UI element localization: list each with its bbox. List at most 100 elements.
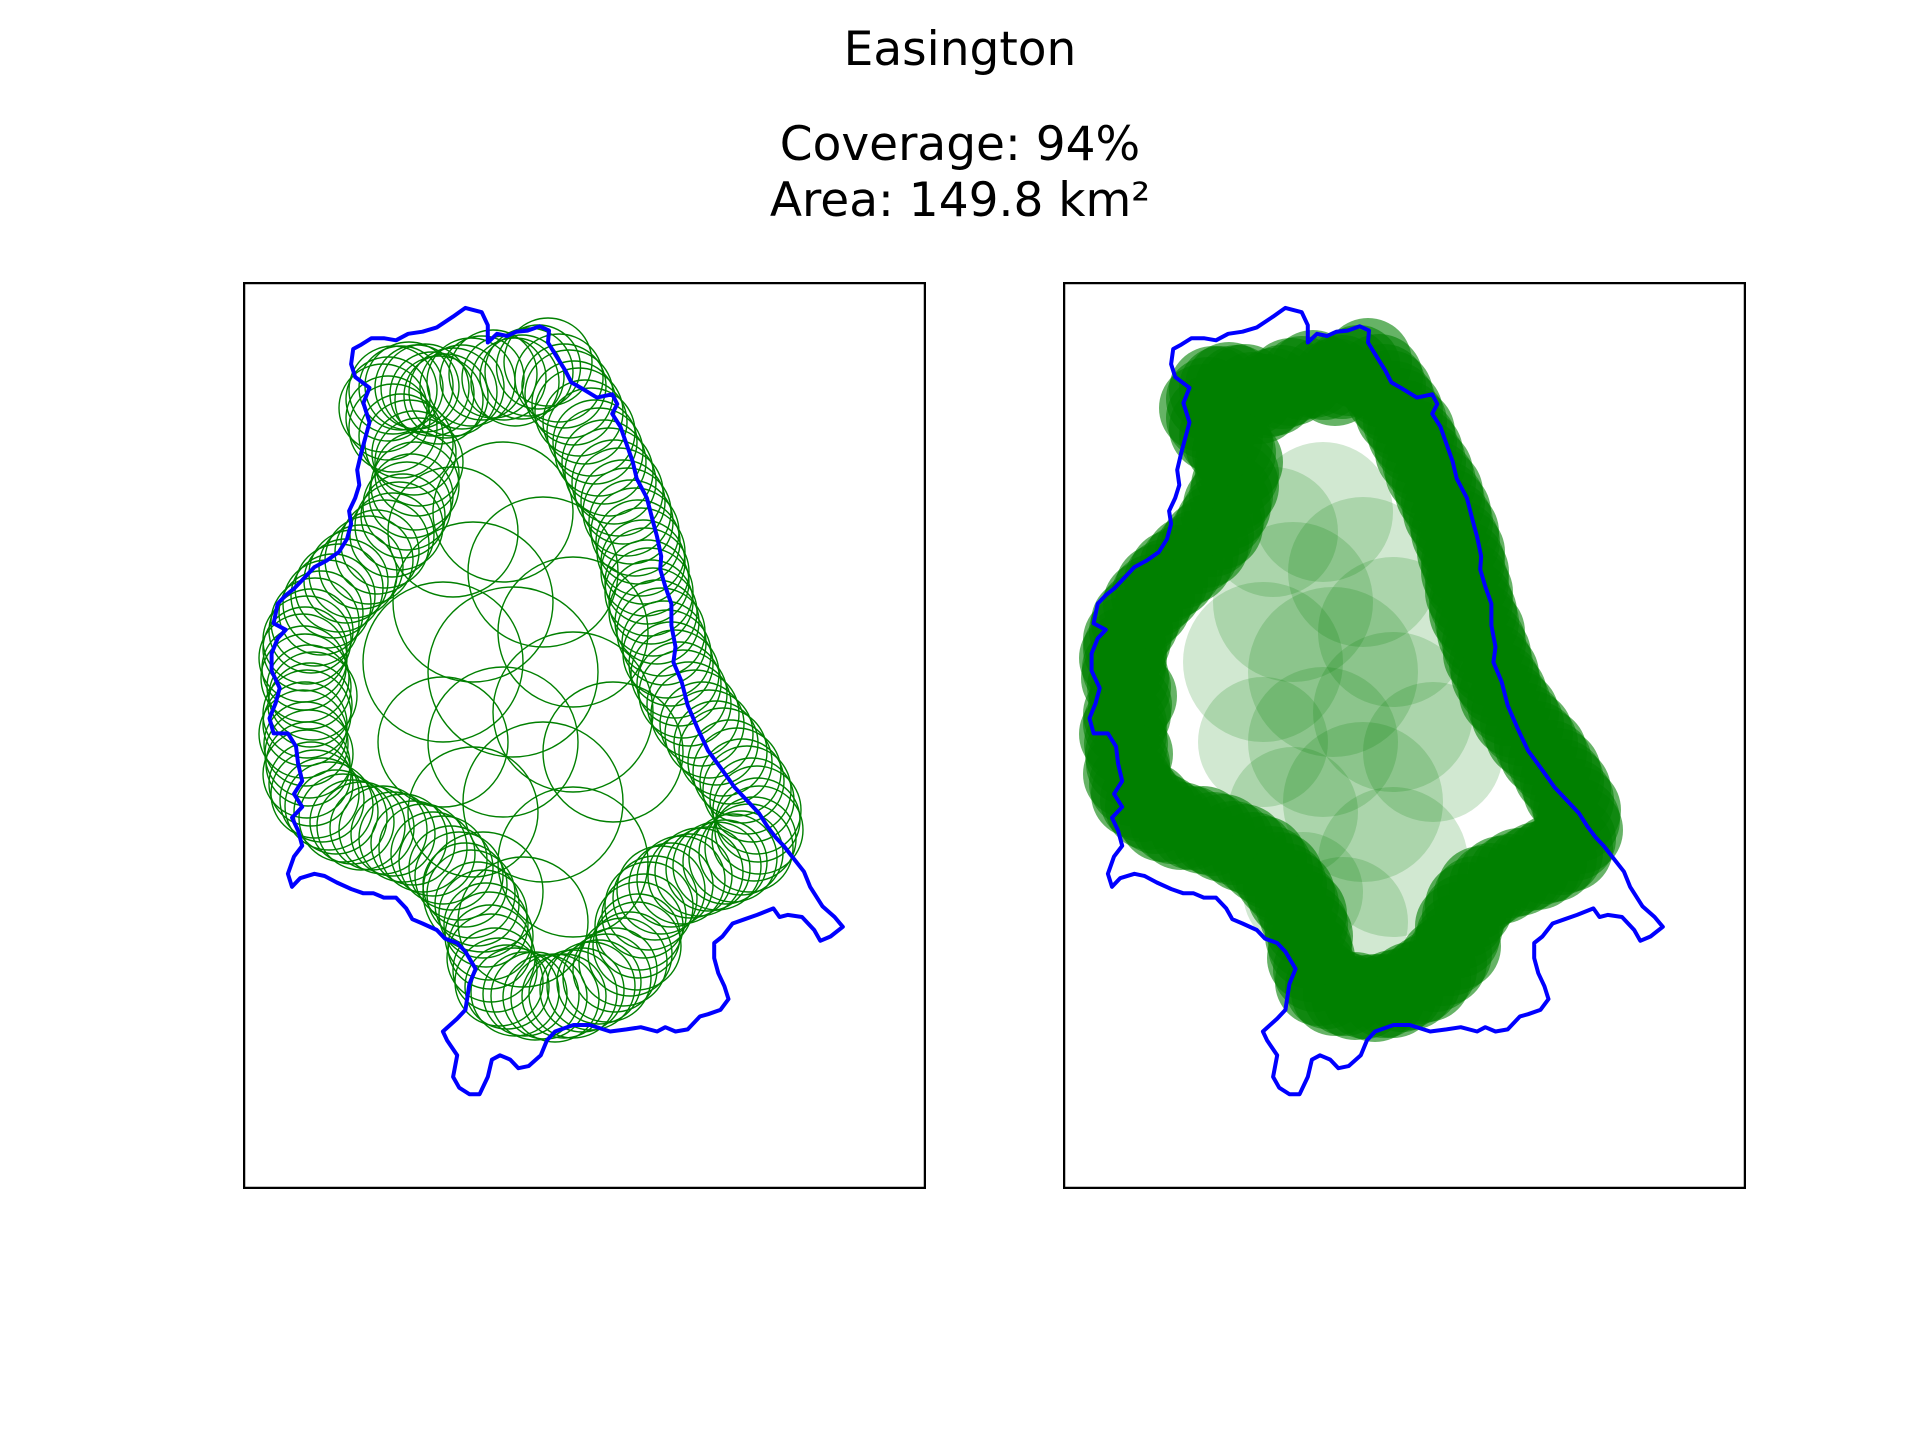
coverage-circle — [490, 951, 580, 1041]
coverage-circle — [348, 383, 438, 473]
coverage-circle — [407, 746, 539, 878]
coverage-circle — [447, 904, 533, 990]
coverage-circle — [368, 453, 454, 539]
coverage-circle — [470, 947, 560, 1037]
coverage-circle — [630, 629, 720, 719]
coverage-circle — [345, 375, 431, 461]
coverage-circle — [370, 441, 460, 531]
coverage-circle — [712, 765, 802, 855]
coverage-circle — [360, 473, 446, 559]
coverage-circle — [1198, 677, 1328, 807]
coverage-circle — [1208, 467, 1338, 597]
coverage-circle — [534, 367, 624, 457]
coverage-circle — [263, 701, 349, 787]
coverage-circle — [262, 729, 352, 819]
coverage-circle — [594, 881, 684, 971]
coverage-circle — [266, 644, 352, 730]
coverage-circle — [521, 953, 607, 1039]
coverage-circle — [502, 954, 588, 1040]
coverage-circle — [587, 911, 673, 997]
coverage-circle — [1183, 582, 1343, 742]
coverage-circle — [278, 570, 364, 656]
coverage-circle — [1283, 722, 1443, 882]
coverage-circle — [636, 641, 722, 727]
coverage-circle — [542, 681, 684, 823]
coverage-circle — [334, 509, 420, 595]
circle-outlines-panel — [243, 282, 926, 1189]
coverage-circle — [1363, 682, 1503, 822]
coverage-circle — [318, 524, 404, 610]
coverage-circle — [539, 947, 625, 1033]
coverage-circle — [638, 649, 728, 739]
coverage-circle — [1318, 787, 1468, 937]
coverage-circle — [462, 721, 624, 883]
coverage-circle — [389, 351, 475, 437]
coverage-circle — [612, 855, 698, 941]
coverage-circle — [1278, 857, 1408, 987]
coverage-circle — [262, 681, 348, 767]
coverage-circle — [464, 944, 550, 1030]
coverage-circle — [647, 833, 733, 919]
coverage-circle — [350, 791, 436, 877]
coverage-circles-filled — [1079, 318, 1623, 1042]
coverage-circle — [604, 547, 694, 637]
coverage-circle — [348, 345, 438, 435]
coverage-circle — [492, 631, 654, 793]
coverage-circle — [546, 941, 636, 1031]
coverage-circle — [265, 721, 351, 807]
coverage-circle — [702, 745, 792, 835]
coverage-circle — [601, 873, 687, 959]
coverage-circle — [362, 581, 524, 743]
coverage-circle — [556, 939, 642, 1025]
coverage-circle — [588, 479, 674, 565]
coverage-circle — [377, 676, 509, 808]
coverage-circle — [394, 355, 484, 445]
coverage-circle — [1318, 557, 1468, 707]
figure-title: Easington — [843, 22, 1077, 77]
coverage-circle — [270, 749, 360, 839]
coverage-circle — [709, 757, 795, 843]
coverage-circle — [1253, 442, 1393, 582]
coverage-circle — [293, 769, 379, 855]
coverage-circle — [452, 927, 538, 1013]
coverage-circle — [427, 666, 579, 818]
coverage-circle — [371, 410, 457, 496]
coverage-circle — [298, 773, 388, 863]
district-boundary — [1087, 305, 1665, 1097]
coverage-circle — [1342, 344, 1426, 428]
coverage-circle — [419, 344, 505, 430]
filled-circles-panel — [1063, 282, 1746, 1189]
coverage-circle — [595, 893, 681, 979]
coverage-circle — [479, 334, 565, 420]
coverage-circle — [595, 499, 681, 585]
coverage-circle — [1243, 832, 1363, 952]
coverage-circle — [1228, 747, 1358, 877]
coverage-circle — [608, 567, 698, 657]
coverage-circle — [270, 577, 360, 667]
coverage-circle — [562, 933, 652, 1023]
coverage-circle — [521, 343, 607, 429]
coverage-circle — [408, 825, 494, 911]
coverage-circle — [338, 363, 428, 453]
coverage-circle — [503, 317, 593, 407]
coverage-circle — [687, 719, 773, 805]
coverage-circle — [571, 439, 657, 525]
coverage-circle — [1248, 587, 1418, 757]
coverage-circle — [678, 707, 768, 797]
coverage-circle — [439, 335, 525, 421]
coverage-circle — [387, 466, 519, 598]
coverage-circle — [580, 459, 666, 545]
coverage-circle — [1288, 497, 1438, 647]
coverage-circle — [443, 882, 529, 968]
coverage-circle — [345, 356, 431, 442]
coverage-circle — [374, 417, 464, 507]
coverage-circle — [279, 757, 365, 843]
coverage-circle — [268, 741, 354, 827]
district-boundary — [267, 305, 845, 1097]
coverage-circle — [582, 467, 672, 557]
coverage-circle — [1248, 667, 1398, 817]
coverage-circle — [514, 333, 604, 423]
coverage-circle — [699, 738, 785, 824]
coverage-circle — [390, 811, 476, 897]
coverage-circle — [650, 669, 740, 759]
